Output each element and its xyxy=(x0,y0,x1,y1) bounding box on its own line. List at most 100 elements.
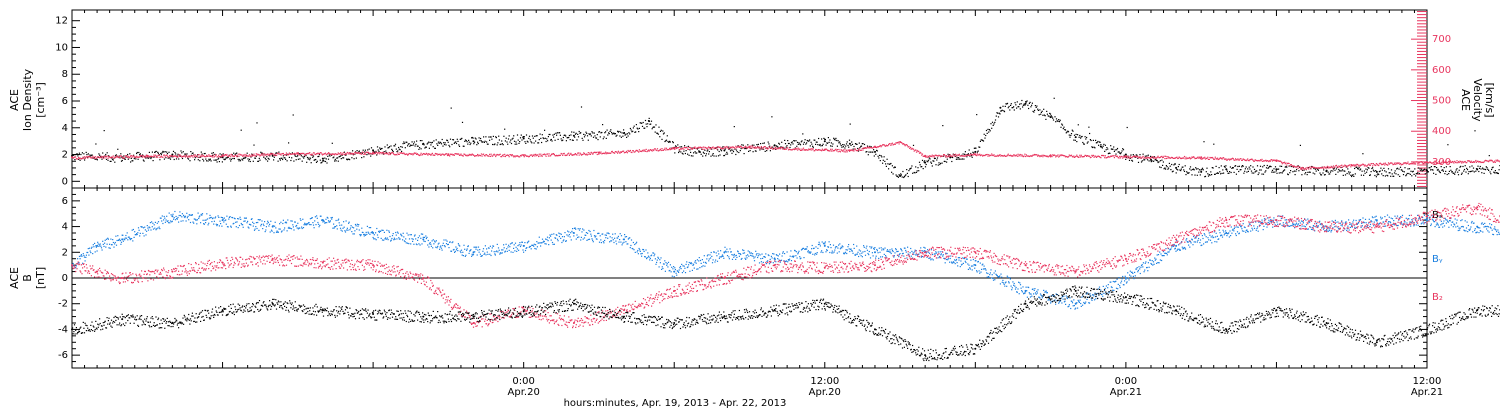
data-point xyxy=(241,154,243,156)
data-point xyxy=(1237,158,1239,160)
data-point xyxy=(1406,172,1408,175)
data-point xyxy=(376,153,379,155)
data-point xyxy=(212,154,214,156)
data-point xyxy=(1165,165,1167,167)
data-point xyxy=(91,154,93,156)
data-point xyxy=(577,152,580,154)
data-point xyxy=(674,152,676,154)
data-point xyxy=(714,147,717,149)
data-point xyxy=(918,161,921,163)
data-point xyxy=(911,147,913,149)
data-point xyxy=(1271,160,1274,162)
data-point xyxy=(344,153,346,155)
data-point xyxy=(315,161,318,163)
data-point xyxy=(1134,156,1137,158)
data-point xyxy=(950,155,952,157)
data-point xyxy=(657,150,659,152)
data-point xyxy=(1337,171,1339,173)
data-point xyxy=(1007,153,1009,155)
data-point xyxy=(706,148,708,150)
data-point xyxy=(1328,173,1330,175)
data-point xyxy=(423,144,425,146)
data-point xyxy=(976,153,978,155)
data-point xyxy=(257,154,260,156)
data-point xyxy=(921,166,923,168)
data-point xyxy=(303,154,306,156)
data-point xyxy=(1297,167,1299,169)
data-point xyxy=(854,148,856,150)
data-point xyxy=(321,154,324,156)
data-point xyxy=(1036,105,1038,107)
data-point xyxy=(411,153,413,155)
data-point xyxy=(1292,166,1294,168)
data-point xyxy=(517,139,519,141)
data-point xyxy=(455,142,458,145)
data-point xyxy=(903,176,905,179)
data-point xyxy=(1185,156,1187,158)
data-point xyxy=(542,137,544,139)
data-point xyxy=(447,141,449,143)
data-point xyxy=(848,139,851,141)
data-point xyxy=(991,153,993,155)
data-point xyxy=(820,149,822,151)
data-point xyxy=(1402,174,1405,176)
data-point xyxy=(1348,173,1350,175)
data-point xyxy=(120,155,122,157)
data-point xyxy=(230,153,232,155)
data-point xyxy=(729,150,732,152)
data-point xyxy=(1243,158,1245,161)
data-point xyxy=(111,158,114,160)
data-point xyxy=(331,154,333,156)
data-point xyxy=(1472,167,1475,169)
data-point xyxy=(299,154,301,156)
data-point xyxy=(1439,172,1441,174)
data-point xyxy=(1226,170,1228,172)
data-point xyxy=(1073,156,1076,158)
data-point xyxy=(529,154,531,156)
data-point xyxy=(664,140,666,143)
data-point xyxy=(1112,148,1114,150)
data-point xyxy=(1141,156,1143,158)
data-point xyxy=(567,137,569,139)
data-point xyxy=(1493,171,1495,173)
data-point xyxy=(760,147,762,149)
data-point xyxy=(784,139,786,141)
data-point xyxy=(233,152,235,154)
data-point xyxy=(754,150,756,152)
data-point xyxy=(703,148,705,150)
data-point xyxy=(1087,141,1089,143)
data-point xyxy=(1396,168,1398,170)
data-point xyxy=(828,141,830,143)
data-point xyxy=(497,142,499,144)
data-point xyxy=(226,157,228,159)
data-point xyxy=(999,154,1001,156)
data-point xyxy=(1359,169,1361,171)
data-point xyxy=(946,156,948,158)
data-point xyxy=(1137,155,1139,158)
data-point xyxy=(726,145,728,148)
data-point xyxy=(975,154,977,156)
data-point xyxy=(1002,155,1004,157)
data-point xyxy=(347,152,349,154)
data-point xyxy=(1322,166,1324,168)
data-point xyxy=(300,153,302,155)
data-point xyxy=(563,152,565,154)
data-point xyxy=(729,147,731,150)
data-point xyxy=(102,157,105,159)
data-point xyxy=(200,156,202,158)
data-point xyxy=(1180,157,1182,160)
data-point xyxy=(158,154,160,157)
data-point xyxy=(394,154,397,156)
data-point xyxy=(1152,157,1154,159)
data-point xyxy=(200,154,202,156)
data-point xyxy=(942,125,944,127)
data-point xyxy=(1244,159,1246,161)
data-point xyxy=(802,143,805,145)
data-point xyxy=(605,137,607,139)
data-point xyxy=(176,156,178,158)
data-point xyxy=(1010,155,1012,157)
data-point xyxy=(1122,149,1125,151)
data-point xyxy=(889,143,891,145)
legend-bx: Bₓ xyxy=(1432,210,1443,221)
data-point xyxy=(1179,169,1181,171)
